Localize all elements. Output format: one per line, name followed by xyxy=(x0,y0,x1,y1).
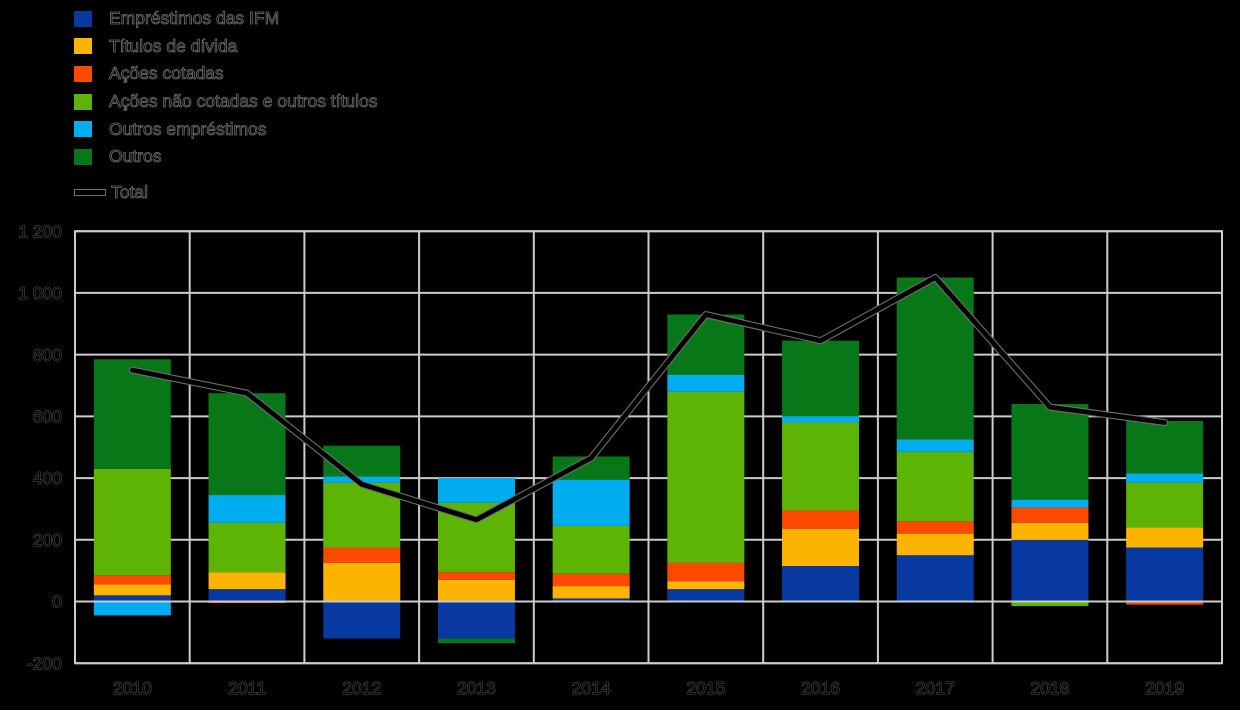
bar-segment xyxy=(1011,522,1089,540)
bar-segment xyxy=(437,478,515,503)
legend-color-swatch xyxy=(74,10,92,27)
bar-segment xyxy=(93,584,171,596)
bar-segment xyxy=(208,495,286,523)
bar-segment xyxy=(896,533,974,556)
bar-segment xyxy=(1126,420,1204,474)
bar-segment xyxy=(667,374,745,392)
legend-item: Ações não cotadas e outros títulos xyxy=(74,88,378,116)
bar-segment xyxy=(552,598,630,602)
y-tick-label: -200 xyxy=(27,653,62,673)
bar-segment xyxy=(1011,404,1089,500)
bar-segment xyxy=(93,595,171,602)
bar-segment xyxy=(1126,601,1204,605)
bar-segment xyxy=(896,439,974,452)
bar-segment xyxy=(1011,499,1089,508)
bar-segment xyxy=(896,555,974,602)
y-tick-label: 1 200 xyxy=(18,221,62,241)
bar-segment xyxy=(1126,527,1204,548)
legend-color-swatch xyxy=(74,38,92,55)
bar-segment xyxy=(896,521,974,534)
legend-label: Empréstimos das IFM xyxy=(109,8,280,29)
legend-label: Títulos de dívida xyxy=(109,35,238,56)
bar-segment xyxy=(437,572,515,580)
x-tick-label: 2018 xyxy=(1030,678,1069,698)
y-tick-label: 400 xyxy=(33,468,62,488)
legend-color-swatch xyxy=(74,148,92,165)
bar-segment xyxy=(1011,601,1089,607)
y-tick-label: 200 xyxy=(33,530,62,550)
legend-item: Títulos de dívida xyxy=(74,33,378,61)
bar-segment xyxy=(1126,473,1204,483)
bar-segment xyxy=(552,456,630,480)
legend-color-swatch xyxy=(74,65,92,82)
x-tick-label: 2017 xyxy=(916,678,955,698)
legend-line-swatch xyxy=(74,188,106,196)
bar-segment xyxy=(323,601,401,639)
bar-segment xyxy=(782,416,860,423)
bar-segment xyxy=(667,581,745,590)
legend-label: Ações cotadas xyxy=(109,63,225,84)
bar-segment xyxy=(437,579,515,602)
legend-label: Outros empréstimos xyxy=(109,118,267,139)
legend-item: Outros xyxy=(74,143,378,171)
bar-segment xyxy=(1011,539,1089,602)
bar-segment xyxy=(208,572,286,590)
bar-segment xyxy=(1126,482,1204,528)
bar-segment xyxy=(208,589,286,602)
x-tick-label: 2019 xyxy=(1145,678,1184,698)
x-tick-label: 2013 xyxy=(457,678,496,698)
x-tick-label: 2011 xyxy=(228,678,266,698)
legend-label: Outros xyxy=(109,146,162,167)
bar-segment xyxy=(552,573,630,587)
bar-segment xyxy=(782,422,860,511)
legend-item: Ações cotadas xyxy=(74,60,378,88)
bar-segment xyxy=(782,340,860,417)
bar-segment xyxy=(93,575,171,585)
plot-border xyxy=(74,230,1223,665)
bar-segment xyxy=(782,566,860,602)
x-tick-label: 2012 xyxy=(342,678,381,698)
bar-segment xyxy=(437,601,515,639)
x-tick-label: 2014 xyxy=(572,678,611,698)
legend-color-swatch xyxy=(74,93,92,110)
bar-segment xyxy=(896,451,974,522)
x-tick-label: 2016 xyxy=(801,678,840,698)
bar-segment xyxy=(667,562,745,582)
bar-segment xyxy=(323,476,401,483)
chart-legend: Empréstimos das IFM Títulos de dívida Açõe… xyxy=(74,5,378,206)
legend-color-swatch xyxy=(74,121,92,138)
bar-segment xyxy=(323,562,401,602)
legend-label: Ações não cotadas e outros títulos xyxy=(109,91,378,112)
y-tick-label: 1 000 xyxy=(18,283,62,303)
bar-segment xyxy=(208,522,286,573)
bar-segment xyxy=(552,525,630,574)
legend-item: Empréstimos das IFM xyxy=(74,5,378,33)
y-tick-label: 800 xyxy=(33,345,62,365)
bar-segment xyxy=(93,468,171,576)
x-tick-label: 2010 xyxy=(113,678,152,698)
bar-segment xyxy=(667,391,745,563)
bar-segment xyxy=(552,586,630,599)
x-tick-label: 2015 xyxy=(686,678,725,698)
bar-segment xyxy=(208,393,286,496)
bar-segment xyxy=(667,589,745,602)
bar-segment xyxy=(1126,547,1204,602)
bar-segment xyxy=(782,510,860,529)
bar-segment xyxy=(93,601,171,616)
bar-segment xyxy=(1011,507,1089,523)
legend-item: Outros empréstimos xyxy=(74,115,378,143)
bar-segment xyxy=(437,638,515,644)
bar-segment xyxy=(552,479,630,526)
y-tick-label: 600 xyxy=(33,406,62,426)
y-tick-label: 0 xyxy=(52,592,62,612)
bar-segment xyxy=(782,528,860,567)
legend-item: Total xyxy=(74,179,378,207)
total-line xyxy=(129,275,1168,523)
bar-segment xyxy=(896,277,974,440)
bar-segment xyxy=(323,547,401,563)
legend-label: Total xyxy=(111,181,149,202)
